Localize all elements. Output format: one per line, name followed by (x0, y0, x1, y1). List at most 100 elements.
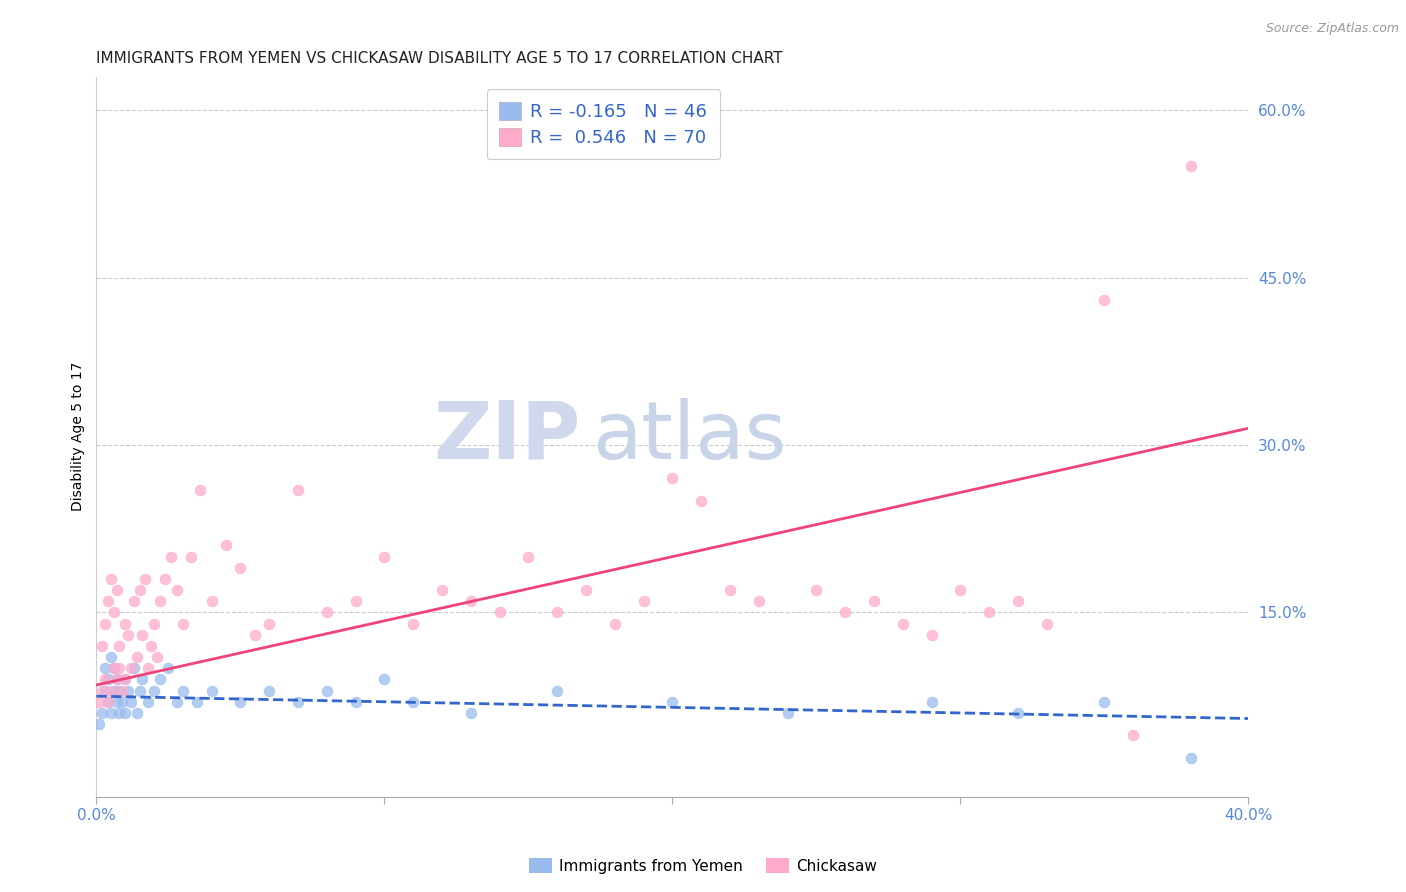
Point (97, 594, 120, 608)
Point (488, 606, 510, 620)
Point (103, 606, 125, 620)
Legend: Immigrants from Yemen, Chickasaw: Immigrants from Yemen, Chickasaw (523, 852, 883, 880)
Point (136, 695, 159, 709)
Point (166, 583, 188, 598)
Point (131, 628, 153, 642)
Point (91, 683, 114, 698)
Point (344, 695, 367, 709)
Point (139, 639, 162, 653)
Point (103, 683, 125, 698)
Point (690, 493, 713, 508)
Point (460, 594, 482, 608)
Point (718, 583, 741, 598)
Point (97, 695, 120, 709)
Point (136, 661, 159, 675)
Point (155, 572, 177, 586)
Point (117, 683, 139, 698)
Point (1092, 293, 1115, 307)
Point (546, 606, 568, 620)
Point (91, 706, 114, 720)
Point (180, 549, 202, 564)
Point (142, 683, 165, 698)
Point (97, 695, 120, 709)
Point (315, 606, 337, 620)
Point (122, 594, 145, 608)
Point (111, 683, 134, 698)
Point (891, 616, 914, 631)
Point (921, 695, 943, 709)
Point (172, 683, 194, 698)
Point (114, 706, 136, 720)
Point (863, 594, 886, 608)
Point (979, 606, 1001, 620)
Point (91, 639, 114, 653)
Point (575, 583, 598, 598)
Point (344, 594, 367, 608)
Point (748, 594, 770, 608)
Point (94, 661, 117, 675)
Point (1007, 594, 1029, 608)
Point (94, 683, 117, 698)
Point (402, 616, 425, 631)
Point (315, 683, 337, 698)
Point (430, 583, 453, 598)
Point (186, 695, 208, 709)
Point (128, 683, 150, 698)
Point (142, 616, 165, 631)
Text: Source: ZipAtlas.com: Source: ZipAtlas.com (1265, 22, 1399, 36)
Point (287, 483, 309, 497)
Point (114, 616, 136, 631)
Point (229, 561, 252, 575)
Point (100, 650, 122, 665)
Text: IMMIGRANTS FROM YEMEN VS CHICKASAW DISABILITY AGE 5 TO 17 CORRELATION CHART: IMMIGRANTS FROM YEMEN VS CHICKASAW DISAB… (97, 51, 783, 66)
Point (94, 616, 117, 631)
Point (114, 673, 136, 687)
Point (546, 683, 568, 698)
Point (131, 673, 153, 687)
Point (661, 695, 683, 709)
Point (1007, 706, 1029, 720)
Point (125, 650, 148, 665)
Point (105, 695, 128, 709)
Point (200, 683, 222, 698)
Point (105, 673, 128, 687)
Point (149, 673, 172, 687)
Point (949, 583, 972, 598)
Point (1180, 750, 1202, 764)
Y-axis label: Disability Age 5 to 17: Disability Age 5 to 17 (72, 362, 86, 511)
Point (603, 616, 626, 631)
Point (122, 661, 145, 675)
Point (1180, 159, 1202, 173)
Point (229, 695, 252, 709)
Point (94, 673, 117, 687)
Point (114, 673, 136, 687)
Point (517, 549, 540, 564)
Point (373, 549, 395, 564)
Point (111, 695, 134, 709)
Point (100, 683, 122, 698)
Point (157, 661, 180, 675)
Text: ZIP: ZIP (433, 398, 581, 475)
Point (100, 706, 122, 720)
Point (188, 483, 211, 497)
Point (97, 673, 120, 687)
Point (108, 639, 131, 653)
Point (834, 606, 856, 620)
Text: atlas: atlas (592, 398, 786, 475)
Point (1122, 728, 1144, 742)
Point (402, 695, 425, 709)
Point (287, 695, 309, 709)
Point (166, 695, 188, 709)
Point (100, 572, 122, 586)
Point (460, 706, 482, 720)
Point (633, 594, 655, 608)
Point (806, 583, 828, 598)
Point (373, 673, 395, 687)
Point (257, 683, 280, 698)
Point (1036, 616, 1059, 631)
Point (243, 628, 266, 642)
Point (128, 583, 150, 598)
Point (103, 661, 125, 675)
Point (1092, 695, 1115, 709)
Point (921, 628, 943, 642)
